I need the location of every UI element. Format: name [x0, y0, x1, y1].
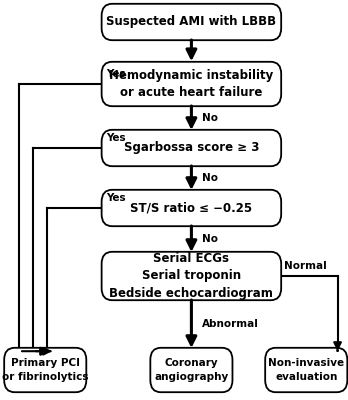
Text: Serial ECGs
Serial troponin
Bedside echocardiogram: Serial ECGs Serial troponin Bedside echo… — [110, 252, 273, 300]
Text: Coronary
angiography: Coronary angiography — [154, 358, 229, 382]
Text: No: No — [202, 173, 218, 183]
FancyBboxPatch shape — [265, 348, 347, 392]
Text: Yes: Yes — [106, 69, 126, 79]
Text: No: No — [202, 234, 218, 244]
Text: Yes: Yes — [106, 193, 126, 203]
FancyBboxPatch shape — [102, 130, 281, 166]
FancyBboxPatch shape — [102, 4, 281, 40]
FancyBboxPatch shape — [102, 62, 281, 106]
Text: Hemodynamic instability
or acute heart failure: Hemodynamic instability or acute heart f… — [109, 69, 274, 99]
FancyBboxPatch shape — [150, 348, 232, 392]
FancyBboxPatch shape — [4, 348, 86, 392]
Text: Non-invasive
evaluation: Non-invasive evaluation — [268, 358, 344, 382]
Text: Normal: Normal — [284, 261, 326, 271]
Text: Sgarbossa score ≥ 3: Sgarbossa score ≥ 3 — [124, 142, 259, 154]
Text: ST/S ratio ≤ −0.25: ST/S ratio ≤ −0.25 — [130, 202, 252, 214]
Text: Suspected AMI with LBBB: Suspected AMI with LBBB — [106, 16, 276, 28]
FancyBboxPatch shape — [102, 252, 281, 300]
FancyBboxPatch shape — [102, 190, 281, 226]
Text: No: No — [202, 113, 218, 123]
Text: Yes: Yes — [106, 133, 126, 143]
Text: Abnormal: Abnormal — [202, 319, 259, 329]
Text: Primary PCI
or fibrinolytics: Primary PCI or fibrinolytics — [2, 358, 88, 382]
